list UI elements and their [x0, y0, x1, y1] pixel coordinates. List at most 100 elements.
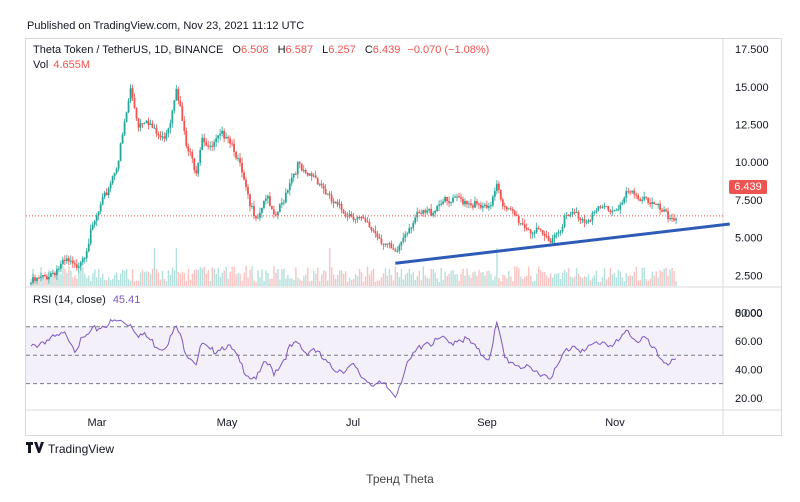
symbol-title[interactable]: Theta Token / TetherUS, 1D, BINANCE [33, 44, 224, 56]
rsi-legend[interactable]: RSI (14, close) 45.41 [33, 294, 140, 306]
volume-bar [90, 280, 92, 286]
tradingview-logo[interactable]: TradingView [26, 441, 114, 456]
volume-bar [275, 272, 277, 286]
candle-body [69, 260, 72, 262]
candle-body [637, 195, 640, 200]
candle-body [464, 200, 466, 205]
candle-body [392, 248, 395, 250]
candle-body [77, 266, 80, 268]
volume-bar [271, 278, 273, 286]
time-tick-label: Sep [477, 417, 497, 429]
candle-body [48, 276, 50, 280]
candle-body [440, 203, 442, 205]
candle-body [583, 219, 586, 223]
volume-bar [472, 272, 474, 286]
volume-bar [352, 278, 355, 286]
volume-bar [189, 279, 192, 286]
candle-body [543, 233, 546, 236]
candle-body [179, 100, 182, 106]
volume-bar [601, 277, 604, 286]
support-trendline[interactable] [395, 222, 730, 265]
candle-body [267, 196, 269, 199]
candle-body [115, 168, 118, 174]
rsi-line [30, 318, 677, 399]
candle-body [509, 208, 512, 210]
volume-bar [619, 271, 622, 286]
volume-bar [131, 269, 134, 286]
candle-body [639, 199, 642, 201]
volume-bar [456, 274, 458, 286]
candle-body [585, 222, 588, 224]
candle-body [217, 135, 220, 139]
volume-bar [528, 266, 530, 286]
volume-bar [553, 273, 556, 286]
candle-body [336, 201, 339, 205]
volume-bar [338, 270, 341, 286]
volume-bar [440, 267, 442, 286]
volume-bar [673, 270, 675, 286]
volume-bar [100, 277, 102, 286]
candle-body [167, 128, 170, 134]
volume-bar [281, 269, 283, 286]
candle-body [298, 162, 301, 164]
volume-bar [38, 274, 40, 286]
candle-body [505, 207, 508, 210]
candle-body [143, 122, 146, 124]
volume-bar [231, 266, 233, 286]
volume-bar [669, 269, 671, 286]
candle-body [497, 183, 500, 190]
volume-bar [508, 271, 510, 286]
candle-body [388, 243, 391, 245]
candle-body [75, 264, 78, 268]
candle-body [57, 268, 60, 270]
volume-bar [346, 281, 349, 286]
symbol-legend[interactable]: Theta Token / TetherUS, 1D, BINANCE O6.5… [33, 44, 489, 56]
volume-bar [551, 277, 554, 286]
volume-bar [235, 273, 237, 286]
candle-body [633, 190, 636, 195]
candle-body [625, 191, 628, 198]
candle-body [605, 206, 608, 208]
volume-bar [559, 279, 562, 286]
volume-bar [370, 270, 373, 286]
candle-body [137, 118, 140, 128]
volume-bar [420, 280, 422, 286]
candle-body [93, 221, 96, 225]
candle-body [452, 197, 454, 203]
volume-bar [229, 271, 231, 286]
candle-body [61, 259, 64, 264]
volume-bar [555, 273, 558, 286]
volume-bar [96, 277, 98, 286]
volume-bar [163, 279, 166, 286]
candle-body [239, 158, 241, 163]
candle-body [460, 197, 462, 200]
candle-body [255, 216, 257, 219]
candle-body [85, 251, 88, 258]
volume-bar [597, 281, 600, 286]
volume-bar [482, 271, 484, 286]
open-label: O [232, 44, 241, 56]
tradingview-logo-icon [26, 441, 44, 456]
volume-bar [139, 272, 142, 286]
candle-body [145, 120, 148, 123]
volume-bar [643, 267, 645, 286]
volume-legend[interactable]: Vol 4.655M [33, 59, 90, 71]
candle-body [175, 88, 178, 101]
candle-body [404, 234, 407, 238]
candle-body [103, 192, 106, 198]
volume-bar [173, 270, 176, 286]
candle-body [631, 190, 634, 193]
candle-body [571, 211, 574, 215]
candle-body [398, 245, 401, 251]
candle-body [611, 211, 614, 213]
volume-bar [398, 277, 401, 286]
price-tick-label: 17.500 [735, 44, 769, 56]
volume-bar [135, 280, 138, 286]
close-label: C [364, 44, 373, 56]
candle-body [131, 88, 134, 98]
volume-bar [408, 268, 411, 286]
volume-bar [593, 275, 596, 286]
volume-bar [253, 280, 255, 286]
volume-bar [125, 268, 128, 286]
